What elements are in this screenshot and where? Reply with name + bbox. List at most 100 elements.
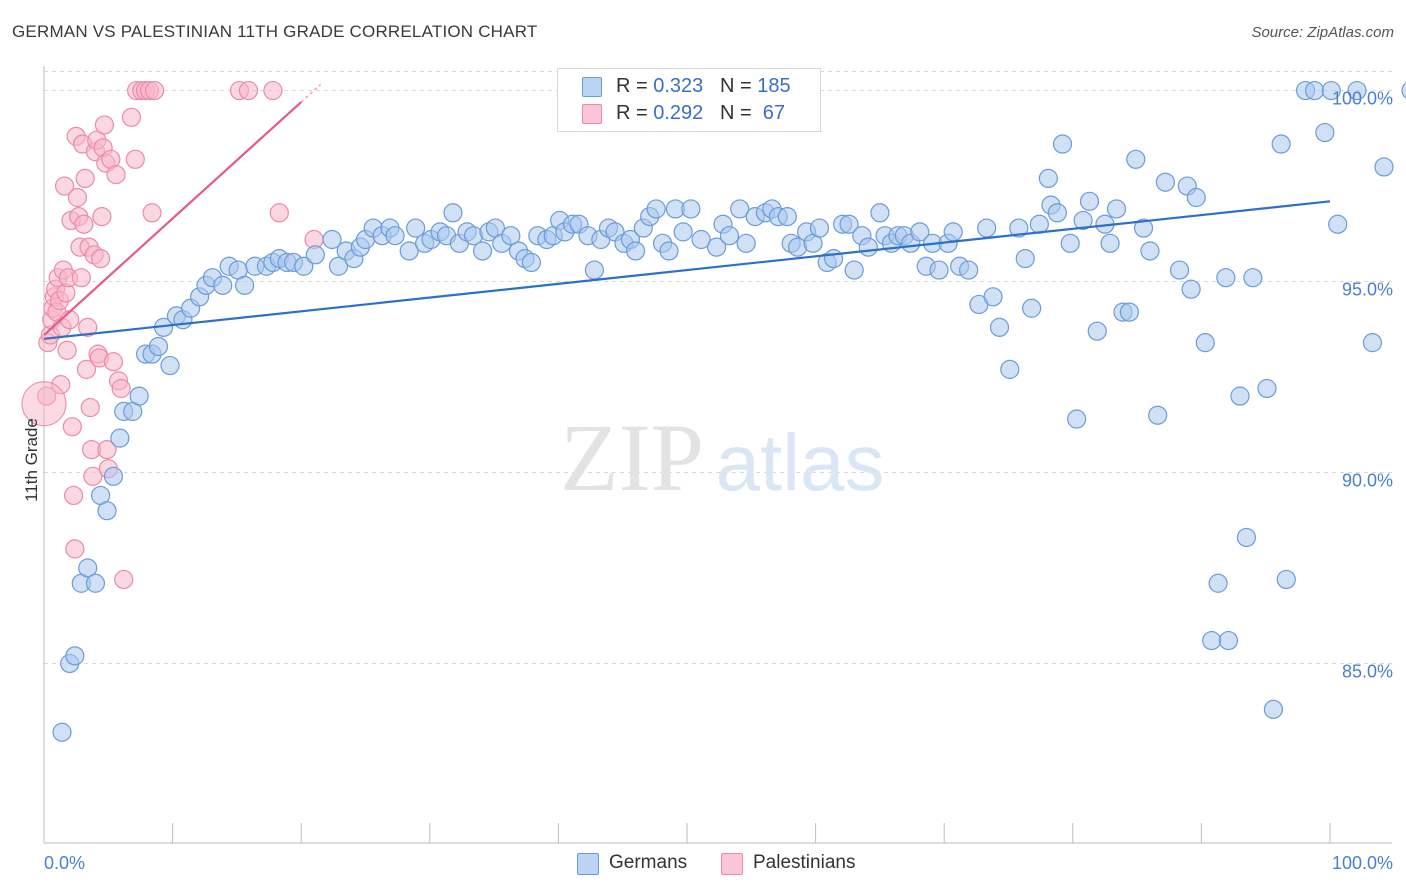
y-tick-label: 95.0% (1342, 280, 1393, 300)
palestinians-point (125, 149, 145, 169)
palestinians-point (67, 187, 88, 208)
germans-point (1133, 218, 1154, 238)
germans-point (443, 203, 463, 223)
palestinians-point (83, 466, 103, 486)
palestinians-point (76, 359, 97, 379)
germans-point (844, 260, 864, 280)
germans-point (1126, 149, 1146, 169)
palestinians-point (62, 417, 82, 437)
germans-point (1155, 172, 1175, 192)
germans-point (943, 222, 963, 242)
germans-point (1263, 699, 1284, 719)
legend-r-label: R = (616, 102, 654, 124)
legend-r-value: 0.323 (653, 75, 704, 97)
palestinians-point (94, 115, 115, 135)
germans-point (1328, 214, 1348, 234)
palestinians-trend-extension (300, 83, 321, 103)
germans-point (1038, 168, 1058, 189)
legend-row-germans: R = 0.323 N = 185 (582, 75, 791, 99)
legend-text-germans: R = 0.323 N = 185 (616, 75, 791, 98)
germans-point (103, 466, 124, 486)
germans-point (983, 287, 1003, 307)
germans-point (213, 275, 233, 295)
germans-point (858, 237, 878, 257)
chart-title: GERMAN VS PALESTINIAN 11TH GRADE CORRELA… (12, 22, 538, 41)
germans-point (97, 501, 117, 521)
germans-point (1230, 386, 1250, 406)
palestinians-point (90, 249, 111, 269)
legend-swatch-pink (582, 104, 602, 124)
germans-point (1009, 218, 1029, 238)
germans-point (78, 558, 98, 578)
legend-row-palestinians: R = 0.292 N = 67 (582, 102, 785, 126)
legend-palestinians-swatch (721, 853, 743, 875)
germans-point (870, 203, 890, 223)
palestinians-point (97, 439, 117, 460)
germans-point (673, 222, 693, 242)
germans-point (584, 260, 605, 280)
germans-point (110, 428, 130, 448)
germans-point (706, 237, 727, 257)
germans-point (809, 218, 830, 238)
germans-point (148, 336, 169, 357)
germans-point (1169, 260, 1190, 280)
germans-point (1100, 233, 1120, 253)
palestinians-point (269, 203, 289, 223)
palestinians-point (103, 352, 124, 372)
germans-point (1047, 203, 1067, 223)
x-tick-label: 100.0% (1332, 853, 1393, 873)
germans-point (521, 252, 541, 273)
germans-point (129, 386, 149, 406)
germans-point (1202, 630, 1222, 651)
germans-point (1079, 191, 1100, 211)
palestinians-point (111, 378, 131, 399)
palestinians-point (57, 340, 77, 360)
legend-n-label: N = (719, 75, 758, 97)
germans-point (1347, 80, 1367, 101)
germans-point (385, 226, 405, 246)
germans-point (910, 222, 930, 242)
germans-point (625, 241, 646, 261)
germans-point (328, 256, 349, 276)
palestinians-point (92, 207, 112, 227)
palestinians-point (63, 485, 84, 506)
germans-point (1140, 241, 1160, 261)
palestinians-point (121, 107, 142, 127)
trend-lines (43, 83, 1331, 340)
germans-point (1315, 122, 1335, 143)
axes (43, 66, 1392, 844)
germans-point (719, 226, 740, 246)
germans-point (1216, 268, 1236, 288)
germans-point (294, 256, 314, 276)
legend-n-value: 67 (757, 102, 786, 124)
legend-r-label: R = (616, 75, 654, 97)
germans-point (1029, 214, 1049, 234)
germans-point (1208, 573, 1228, 593)
germans-point (1148, 405, 1168, 425)
palestinians-point (263, 80, 283, 101)
germans-point (839, 214, 859, 234)
germans-point (659, 241, 679, 261)
germans-point (52, 722, 72, 742)
palestinians-point (80, 397, 100, 418)
germans-point (501, 226, 521, 246)
germans-point (1276, 569, 1296, 590)
germans-point (1304, 80, 1325, 101)
germans-point (160, 355, 180, 376)
germans-point (681, 199, 701, 219)
germans-point (85, 573, 106, 593)
legend-text-palestinians: R = 0.292 N = 67 (616, 102, 785, 125)
germans-point (929, 260, 949, 280)
legend-r-value: 0.292 (653, 102, 704, 124)
germans-point (989, 317, 1010, 337)
germans-point (1087, 321, 1107, 341)
germans-point (977, 218, 997, 238)
germans-point (736, 233, 756, 253)
germans-points (52, 80, 1406, 742)
legend-n-label: N = (719, 102, 758, 124)
legend-palestinians-label: Palestinians (753, 852, 856, 873)
legend-n-value: 185 (757, 75, 791, 97)
legend-swatch-blue (582, 77, 602, 97)
legend-stats: R = 0.323 N = 185 R = 0.292 N = 67 (557, 68, 821, 132)
